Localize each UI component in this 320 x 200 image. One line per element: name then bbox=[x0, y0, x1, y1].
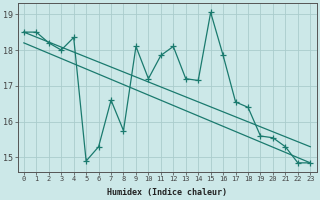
X-axis label: Humidex (Indice chaleur): Humidex (Indice chaleur) bbox=[107, 188, 227, 197]
